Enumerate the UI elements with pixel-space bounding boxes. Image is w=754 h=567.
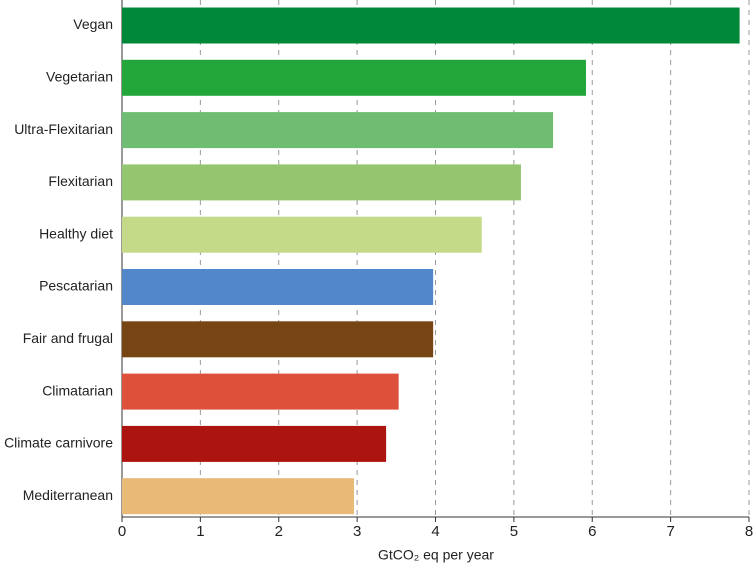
y-tick-label: Flexitarian	[48, 173, 113, 189]
bar	[122, 269, 434, 305]
y-tick-label: Healthy diet	[39, 225, 113, 241]
x-tick-label: 6	[588, 523, 596, 540]
x-tick-label: 2	[275, 523, 283, 540]
bar	[122, 7, 740, 44]
y-tick-label: Mediterranean	[23, 487, 113, 503]
y-tick-label: Ultra-Flexitarian	[14, 121, 113, 137]
y-tick-label: Pescatarian	[39, 278, 113, 294]
y-tick-label: Climatarian	[42, 382, 113, 398]
bar	[122, 373, 399, 410]
x-tick-label: 3	[353, 523, 361, 540]
bar	[122, 425, 387, 462]
x-axis-title: GtCO₂ eq per year	[378, 547, 494, 563]
x-tick-label: 1	[196, 523, 204, 540]
bar	[122, 321, 434, 358]
x-tick-label: 0	[118, 523, 126, 540]
y-tick-label: Climate carnivore	[4, 435, 113, 451]
x-tick-label: 4	[431, 523, 439, 540]
bar	[122, 478, 354, 515]
x-tick-label: 8	[745, 523, 753, 540]
bar	[122, 164, 521, 201]
y-tick-label: Fair and frugal	[23, 330, 113, 346]
y-tick-label: Vegetarian	[46, 69, 113, 85]
y-tick-label: Vegan	[73, 16, 113, 32]
bar	[122, 112, 554, 149]
x-tick-label: 7	[666, 523, 674, 540]
x-tick-label: 5	[510, 523, 518, 540]
bar	[122, 59, 586, 96]
bar	[122, 216, 482, 253]
